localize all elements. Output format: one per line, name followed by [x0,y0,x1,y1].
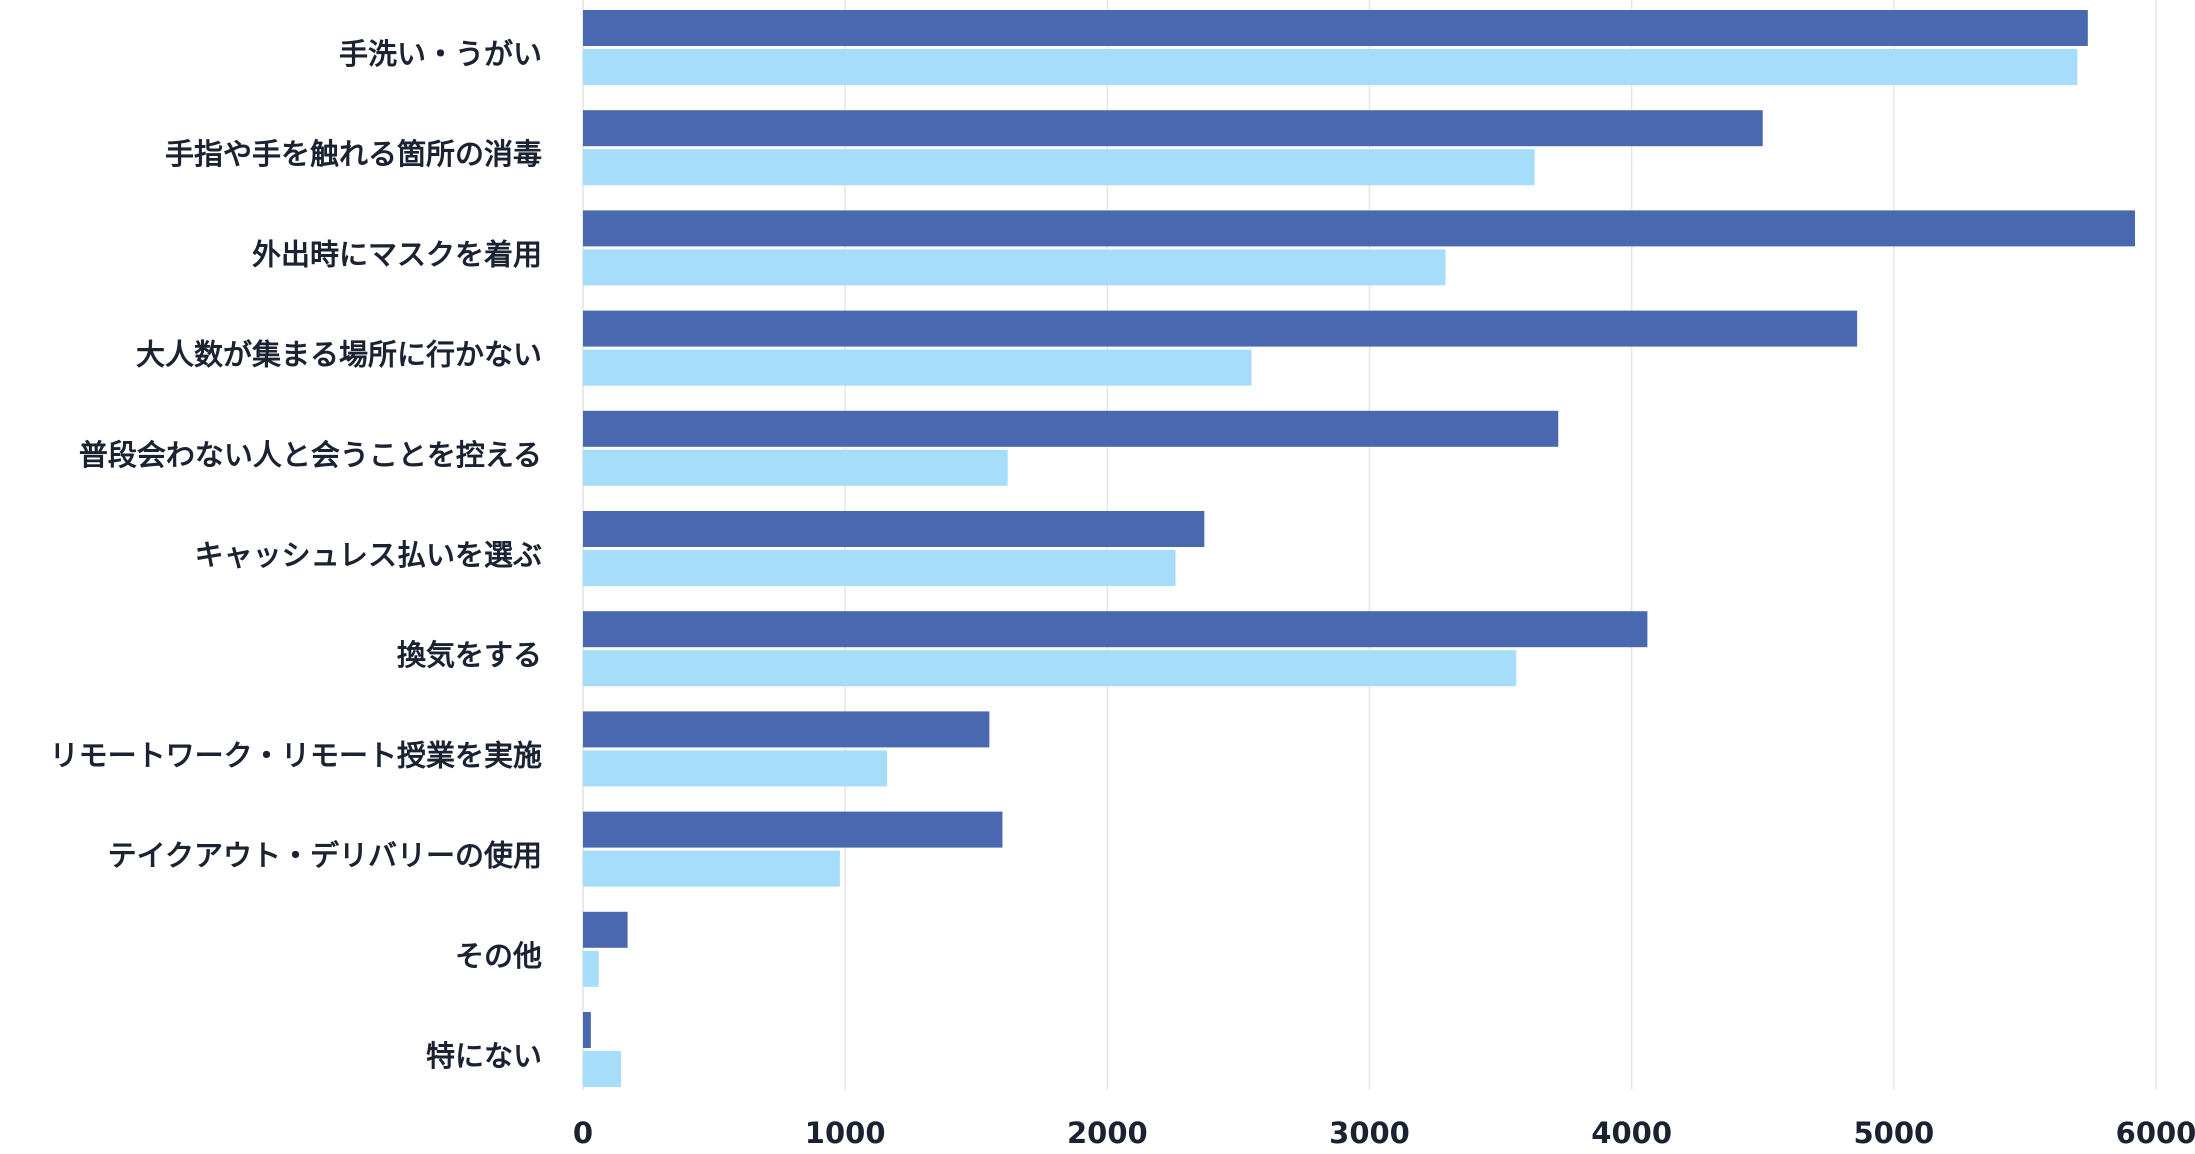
bar-series-2 [583,249,1446,286]
category-label: 普段会わない人と会うことを控える [79,438,542,472]
category-label: リモートワーク・リモート授業を実施 [50,738,542,772]
bar-series-1 [583,210,2136,247]
x-tick-label: 1000 [805,1116,886,1150]
bar-series-2 [583,49,2078,85]
x-tick-label: 6000 [2116,1116,2195,1150]
bars [583,10,2136,1087]
bar-series-1 [583,1012,591,1048]
x-tick-label: 4000 [1591,1116,1672,1150]
bar-series-1 [583,711,990,748]
bar-series-1 [583,811,1003,848]
category-label: 手洗い・うがい [339,37,542,71]
category-label: その他 [455,939,542,973]
bar-series-2 [583,349,1252,386]
bar-series-2 [583,750,888,787]
x-tick-label: 3000 [1329,1116,1410,1150]
category-label: 大人数が集まる場所に行かない [136,338,542,372]
bar-series-2 [583,449,1008,486]
category-labels: 手洗い・うがい手指や手を触れる箇所の消毒外出時にマスクを着用大人数が集まる場所に… [50,37,542,1073]
category-label: 外出時にマスクを着用 [252,237,542,271]
bar-series-2 [583,950,599,987]
x-tick-label: 5000 [1853,1116,1934,1150]
category-label: 特にない [426,1039,542,1073]
bar-series-1 [583,410,1559,447]
bar-series-2 [583,149,1535,186]
bar-series-1 [583,310,1858,347]
bar-series-2 [583,550,1176,586]
category-label: 換気をする [397,638,542,672]
x-tick-label: 0 [573,1116,593,1150]
x-tick-label: 2000 [1067,1116,1148,1150]
x-axis-tick-labels: 0 1000 2000 3000 4000 5000 6000 [573,1116,2195,1150]
category-label: キャッシュレス払いを選ぶ [195,538,542,572]
bar-series-1 [583,110,1763,147]
bar-series-2 [583,1051,622,1087]
bar-series-1 [583,611,1648,648]
bar-series-1 [583,511,1205,547]
category-label: テイクアウト・デリバリーの使用 [108,839,542,873]
category-label: 手指や手を触れる箇所の消毒 [165,137,542,171]
bar-series-2 [583,850,840,887]
bar-series-1 [583,911,628,948]
bar-series-1 [583,10,2088,46]
bar-series-2 [583,650,1517,687]
